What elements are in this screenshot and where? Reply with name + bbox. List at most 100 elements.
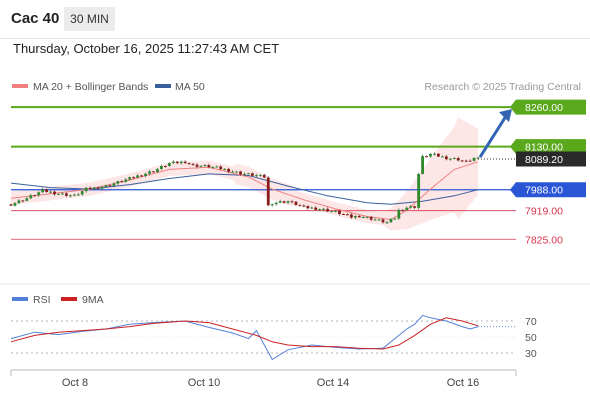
level-label-text: 8260.00 [525, 102, 563, 114]
timeframe-button[interactable]: 30 MIN [64, 7, 115, 31]
candle-body [357, 215, 361, 218]
header-divider [0, 38, 590, 39]
candle [270, 203, 274, 207]
candle [167, 161, 171, 167]
levels-layer [11, 106, 516, 240]
candle-body [369, 216, 373, 220]
credit-text: Research © 2025 Trading Central [424, 81, 581, 93]
candle [183, 160, 187, 164]
candle [373, 217, 377, 221]
ma50-legend-label: MA 50 [175, 81, 205, 93]
candle [385, 220, 389, 225]
candle-body [326, 208, 330, 212]
candle [405, 206, 409, 211]
candle-body [183, 161, 187, 164]
candle-body [389, 218, 393, 223]
candle [247, 172, 250, 175]
candle-body [239, 171, 242, 175]
candle [41, 187, 45, 193]
candle-body [108, 185, 112, 187]
candle [326, 207, 330, 213]
candle [468, 159, 472, 162]
candle [310, 206, 314, 209]
candle [37, 191, 41, 197]
candle-body [207, 165, 211, 168]
candle [286, 200, 290, 205]
x-labels-layer: Oct 8 Oct 10 Oct 14 Oct 16 [62, 377, 479, 389]
candle-body [96, 187, 100, 189]
level-label-pointer [510, 182, 516, 198]
candle [33, 194, 37, 197]
candle [45, 188, 49, 193]
candle-body [144, 173, 147, 177]
candle [120, 180, 124, 183]
candle [179, 160, 183, 165]
candle-body [334, 210, 337, 212]
rsi-ma-line [10, 317, 479, 350]
candle [425, 155, 428, 158]
candle-body [401, 209, 405, 211]
candle [219, 164, 223, 171]
candle [112, 182, 116, 188]
candle-body [298, 205, 302, 207]
candle [409, 204, 413, 209]
candle [361, 215, 365, 219]
candle [140, 174, 144, 178]
candle-body [409, 206, 413, 208]
candle [274, 201, 278, 206]
level-label-pointer [510, 99, 516, 115]
candle [437, 153, 440, 158]
candle-body [17, 200, 21, 204]
candle-body [286, 201, 290, 203]
candle-body [215, 166, 219, 168]
rsi-tick-label: 50 [525, 332, 537, 344]
candle [215, 165, 219, 168]
x-tick-label: Oct 16 [447, 377, 479, 389]
candle-body [112, 183, 116, 186]
candle-body [460, 160, 464, 162]
candle [464, 159, 468, 163]
level-label-text: 8089.20 [525, 154, 563, 166]
candle [322, 207, 326, 211]
candle [80, 190, 84, 196]
candle-body [92, 187, 96, 190]
candle-body [195, 164, 199, 167]
candle-body [148, 171, 151, 174]
level-label-text: 8130.00 [525, 142, 563, 154]
candle-body [251, 173, 254, 176]
candle-body [330, 211, 333, 213]
candle [124, 177, 128, 183]
candle-body [76, 194, 80, 196]
candle-body [322, 208, 326, 210]
candle-body [159, 166, 163, 170]
candle-body [219, 166, 223, 170]
candle-body [41, 189, 45, 193]
rsi-ma-legend-label: 9MA [82, 294, 104, 306]
candle [128, 176, 132, 181]
candle-body [128, 177, 132, 180]
candle-body [472, 157, 476, 161]
candle-body [270, 204, 274, 206]
candle [239, 170, 242, 176]
candle [456, 156, 460, 162]
chart-datetime: Thursday, October 16, 2025 11:27:43 AM C… [13, 41, 280, 56]
candle-body [171, 161, 175, 164]
candle-body [72, 194, 76, 196]
candle-body [302, 205, 306, 207]
candle-body [290, 201, 294, 203]
candle-body [294, 201, 298, 206]
candle [108, 184, 112, 187]
candle-body [179, 161, 183, 164]
candle-body [385, 222, 389, 224]
x-tick-label: Oct 8 [62, 377, 88, 389]
candle [389, 218, 393, 223]
candle [61, 192, 64, 195]
candle-body [314, 207, 318, 210]
candle-body [318, 209, 322, 211]
candle [227, 167, 231, 174]
candle-body [456, 158, 460, 161]
candle [377, 218, 381, 221]
level-label-box [516, 99, 586, 115]
candle [290, 199, 294, 204]
candle [104, 184, 108, 188]
